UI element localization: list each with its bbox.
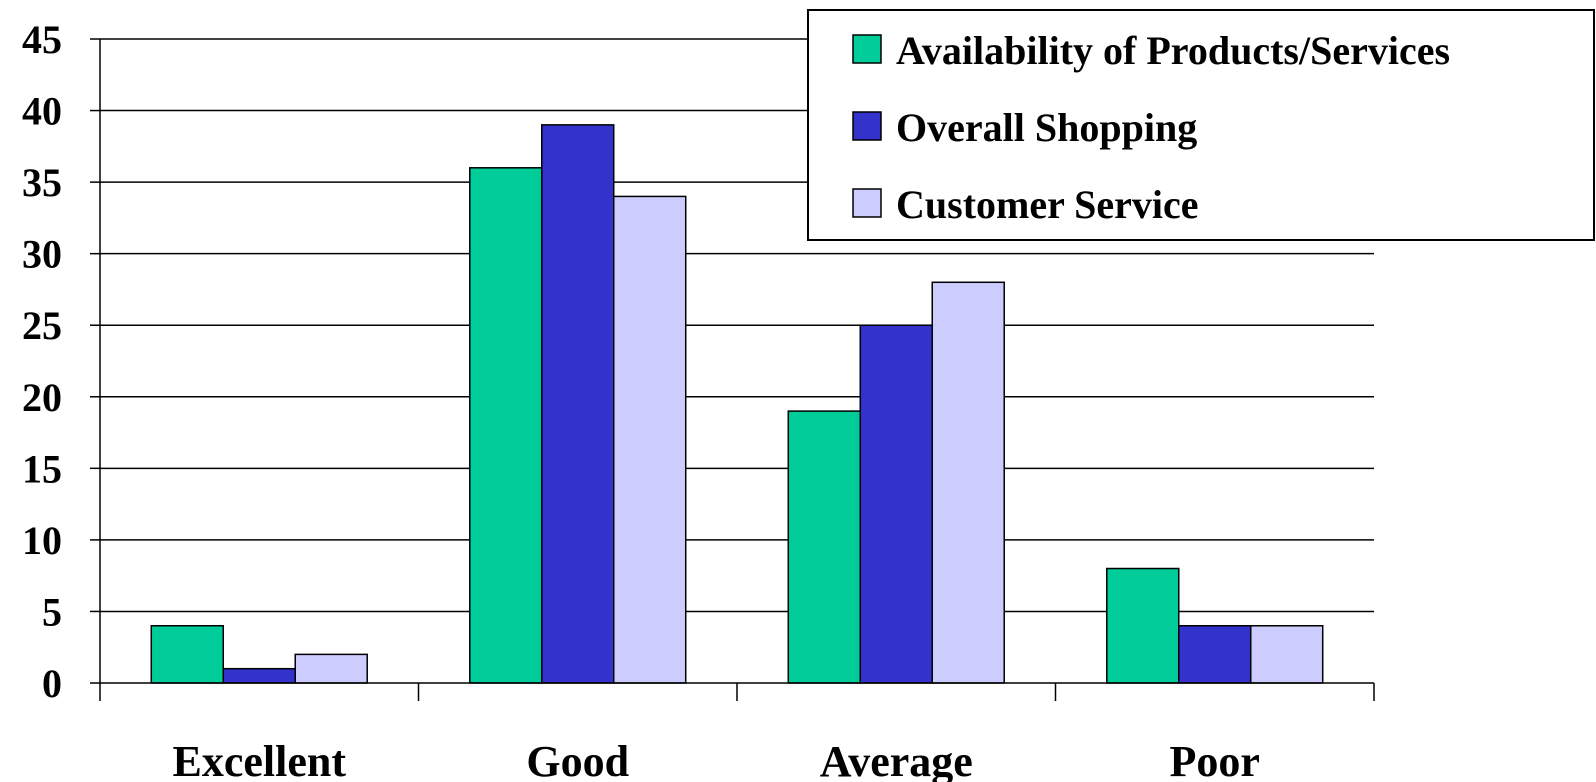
legend: Availability of Products/Services Overal… xyxy=(807,9,1595,241)
bars xyxy=(150,124,1324,684)
y-tick-label: 5 xyxy=(42,589,62,634)
legend-item-overall-shopping: Overall Shopping xyxy=(852,105,1197,150)
bar-customer-service-excellent xyxy=(294,653,368,684)
x-tick-label: Average xyxy=(820,737,973,782)
x-tick-label: Poor xyxy=(1170,737,1260,782)
legend-swatch-overall-shopping xyxy=(852,111,882,141)
x-tick-label: Excellent xyxy=(172,737,346,782)
x-tick-label: Good xyxy=(526,737,629,782)
bar-availability-of-products-services-average xyxy=(787,410,862,684)
y-tick-label: 35 xyxy=(22,160,62,205)
bar-availability-of-products-services-excellent xyxy=(150,625,225,684)
axes xyxy=(90,38,1375,701)
bar-customer-service-poor xyxy=(1249,625,1324,684)
bar-overall-shopping-excellent xyxy=(222,667,296,684)
y-tick-label: 0 xyxy=(42,661,62,706)
y-tick-label: 25 xyxy=(22,303,62,348)
bar-customer-service-good xyxy=(612,195,687,684)
y-tick-label: 10 xyxy=(22,518,62,563)
legend-label-overall-shopping: Overall Shopping xyxy=(896,105,1197,150)
legend-item-availability: Availability of Products/Services xyxy=(852,28,1450,73)
legend-label-customer-service: Customer Service xyxy=(896,182,1199,227)
legend-item-customer-service: Customer Service xyxy=(852,182,1199,227)
y-tick-label: 45 xyxy=(22,17,62,62)
gridlines xyxy=(100,38,1374,613)
y-axis-ticks: 0 5 10 15 20 25 30 35 40 45 xyxy=(22,17,62,706)
y-tick-label: 40 xyxy=(22,89,62,134)
bar-overall-shopping-poor xyxy=(1178,625,1252,684)
y-tick-label: 15 xyxy=(22,446,62,491)
bar-overall-shopping-good xyxy=(541,124,615,684)
bar-customer-service-average xyxy=(931,281,1005,684)
legend-swatch-customer-service xyxy=(852,188,882,218)
legend-box xyxy=(807,9,1595,241)
bar-overall-shopping-average xyxy=(859,324,933,684)
legend-label-availability: Availability of Products/Services xyxy=(896,28,1450,73)
legend-swatch-availability xyxy=(852,34,882,64)
x-axis-ticks: Excellent Good Average Poor xyxy=(172,737,1259,782)
bar-availability-of-products-services-good xyxy=(469,167,543,684)
bar-availability-of-products-services-poor xyxy=(1106,567,1180,684)
y-tick-label: 30 xyxy=(22,232,62,277)
y-tick-label: 20 xyxy=(22,375,62,420)
